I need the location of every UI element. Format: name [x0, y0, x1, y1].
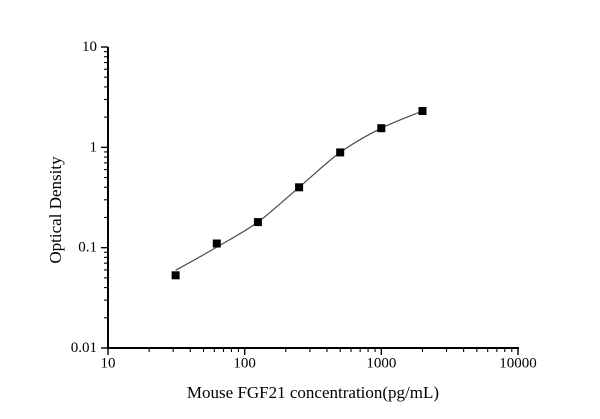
data-point-marker	[253, 218, 262, 227]
y-axis-title: Optical Density	[46, 156, 65, 264]
data-point-marker	[336, 148, 345, 157]
x-tick-label: 10000	[499, 356, 537, 372]
x-tick-label: 1000	[366, 356, 396, 372]
data-point-marker	[212, 239, 221, 248]
x-tick-label: 100	[233, 356, 256, 372]
data-point-marker	[295, 183, 304, 192]
data-point-marker	[377, 124, 386, 133]
data-point-marker	[418, 107, 427, 115]
y-tick-label: 1	[90, 139, 98, 155]
y-tick-label: 0.01	[71, 340, 97, 356]
y-tick-label: 10	[82, 39, 97, 55]
data-point-marker	[171, 271, 180, 280]
y-tick-label: 0.1	[78, 240, 97, 256]
x-tick-label: 10	[101, 356, 116, 372]
x-axis-title: Mouse FGF21 concentration(pg/mL)	[186, 383, 440, 402]
